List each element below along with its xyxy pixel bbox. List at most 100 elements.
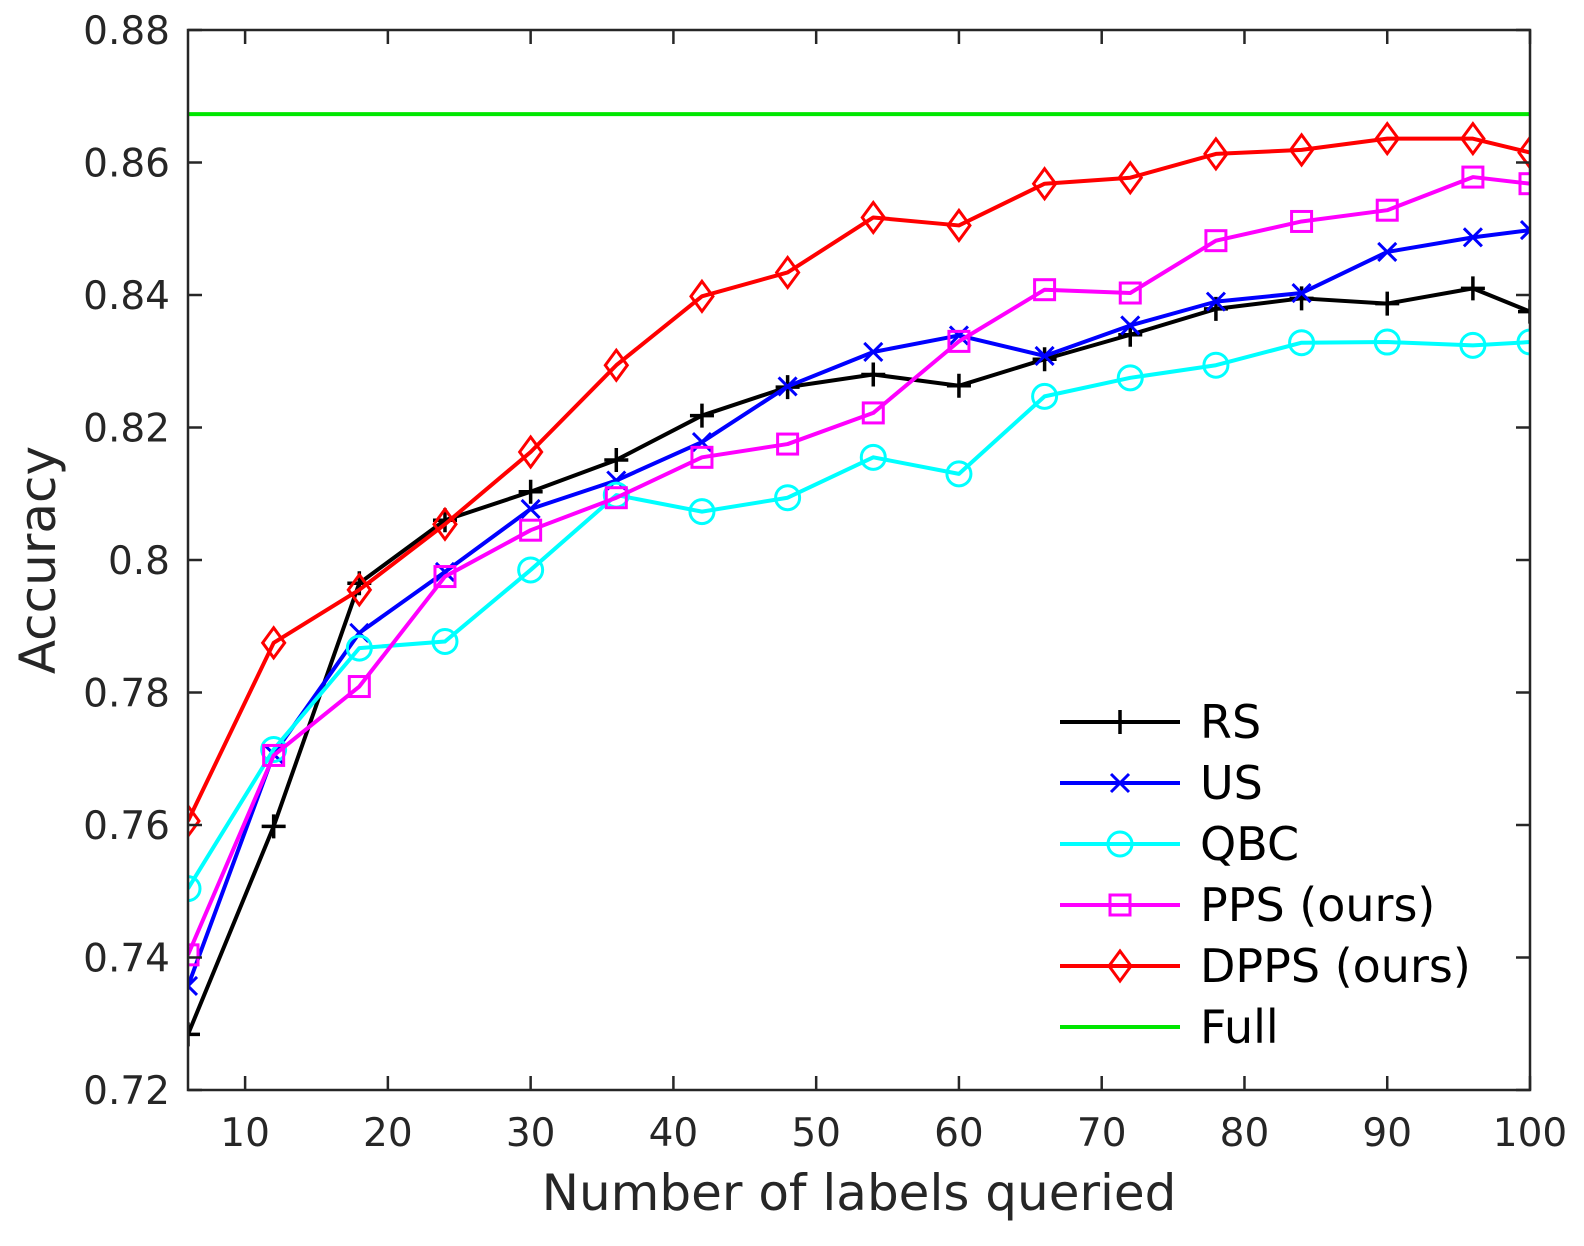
- marker-plus: [1108, 710, 1132, 734]
- y-tick-label: 0.86: [83, 142, 170, 187]
- marker-square: [1033, 278, 1057, 302]
- marker-x: [1034, 345, 1055, 367]
- y-tick-label: 0.88: [83, 9, 170, 54]
- series-layer: [188, 112, 1530, 1047]
- marker-diamond: [946, 207, 972, 243]
- series-clip-group: [188, 112, 1530, 1047]
- marker-square: [690, 445, 714, 469]
- legend-label: RS: [1200, 695, 1261, 749]
- x-tick-label: 20: [363, 1111, 413, 1156]
- legend-label: US: [1200, 756, 1263, 810]
- marker-circle: [345, 634, 373, 662]
- marker-circle: [1116, 364, 1144, 392]
- x-tick-label: 40: [649, 1111, 699, 1156]
- marker-circle: [1106, 830, 1134, 858]
- plot-background: [188, 30, 1530, 1090]
- marker-circle: [1288, 329, 1316, 357]
- marker-circle: [431, 627, 459, 655]
- marker-diamond: [517, 434, 544, 470]
- marker-circle: [688, 498, 716, 526]
- marker-plus: [1032, 347, 1057, 372]
- marker-diamond: [188, 803, 201, 839]
- x-axis-label: Number of labels queried: [542, 1164, 1177, 1222]
- legend: RS US QBC PPS (ours) DPPS (ours) Full: [1060, 695, 1471, 1054]
- marker-square: [861, 401, 885, 425]
- marker-diamond: [260, 625, 287, 661]
- x-tick-label: 30: [506, 1111, 556, 1156]
- ticks-layer: 10 20 30 40 50 60 70 80 90 100 0.72 0.74 0.76 0.78 0.8…: [83, 9, 1567, 1156]
- legend-item-rs: RS: [1060, 695, 1261, 749]
- marker-diamond: [1288, 132, 1315, 168]
- x-tick-label: 80: [1220, 1111, 1270, 1156]
- marker-plus: [518, 479, 543, 504]
- marker-x: [188, 975, 199, 997]
- marker-square: [1108, 893, 1132, 917]
- marker-plus: [946, 373, 971, 398]
- marker-diamond: [1107, 948, 1133, 984]
- marker-diamond: [432, 506, 458, 542]
- y-tick-label: 0.78: [83, 672, 170, 717]
- y-tick-label: 0.8: [108, 539, 170, 584]
- marker-circle: [260, 735, 288, 763]
- y-tick-label: 0.72: [83, 1069, 170, 1114]
- legend-item-pps-ours: PPS (ours): [1060, 878, 1435, 932]
- marker-x: [777, 376, 798, 397]
- marker-x: [1120, 315, 1141, 336]
- marker-diamond: [774, 254, 801, 291]
- marker-square: [1204, 229, 1228, 253]
- series-pps-ours: [188, 165, 1530, 967]
- marker-x: [1462, 227, 1483, 248]
- marker-diamond: [860, 199, 887, 236]
- marker-plus: [604, 447, 629, 472]
- y-tick-label: 0.82: [83, 407, 170, 452]
- marker-circle: [859, 443, 887, 471]
- marker-x: [1291, 282, 1312, 304]
- marker-x: [1377, 241, 1398, 262]
- marker-square: [433, 565, 457, 589]
- marker-square: [1290, 209, 1314, 233]
- marker-diamond: [603, 347, 630, 383]
- marker-square: [776, 432, 800, 456]
- legend-label: PPS (ours): [1200, 878, 1435, 932]
- marker-diamond: [1117, 160, 1144, 196]
- marker-square: [519, 518, 543, 542]
- marker-plus: [689, 403, 714, 428]
- legend-label: Full: [1200, 1000, 1279, 1054]
- marker-circle: [517, 556, 545, 584]
- marker-circle: [1373, 328, 1401, 356]
- y-tick-label: 0.74: [83, 937, 170, 982]
- marker-x: [1109, 772, 1131, 794]
- marker-square: [947, 329, 971, 353]
- x-tick-label: 10: [220, 1111, 270, 1156]
- y-axis-label: Accuracy: [9, 446, 67, 674]
- marker-square: [347, 675, 371, 699]
- marker-square: [1518, 172, 1530, 196]
- marker-plus: [1460, 276, 1485, 301]
- legend-label: DPPS (ours): [1200, 939, 1471, 993]
- marker-plus: [1518, 299, 1530, 324]
- series-qbc: [188, 328, 1530, 903]
- marker-diamond: [346, 572, 373, 608]
- series-line-pps-ours: [188, 175, 1530, 956]
- y-tick-label: 0.76: [83, 804, 170, 849]
- legend-item-full: Full: [1060, 1000, 1279, 1054]
- legend-item-us: US: [1060, 756, 1263, 810]
- marker-circle: [1516, 328, 1530, 356]
- marker-plus: [861, 362, 886, 387]
- marker-plus: [261, 814, 286, 839]
- marker-circle: [1031, 382, 1059, 410]
- marker-diamond: [689, 278, 715, 314]
- x-tick-label: 60: [934, 1111, 984, 1156]
- marker-square: [1461, 165, 1485, 189]
- marker-square: [1375, 198, 1399, 222]
- marker-x: [863, 341, 884, 363]
- marker-circle: [1459, 331, 1487, 359]
- marker-square: [604, 486, 628, 510]
- marker-diamond: [1203, 136, 1229, 172]
- series-dpps-ours: [188, 121, 1530, 839]
- marker-diamond: [1031, 166, 1058, 202]
- legend-item-qbc: QBC: [1060, 817, 1299, 871]
- marker-x: [948, 325, 969, 346]
- marker-circle: [945, 460, 973, 488]
